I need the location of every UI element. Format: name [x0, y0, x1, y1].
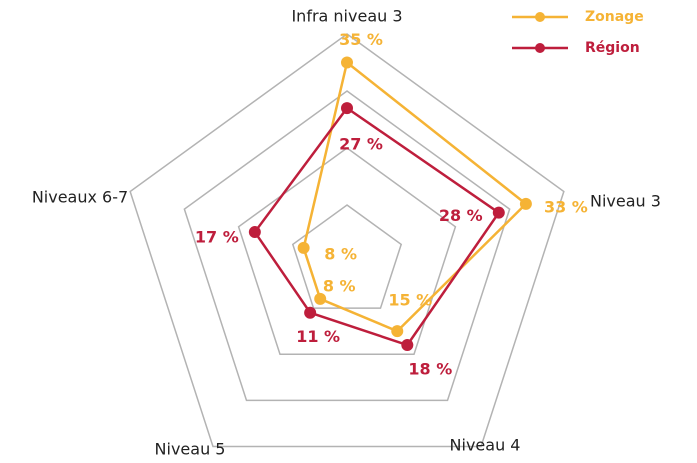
legend-marker	[535, 43, 545, 53]
value-label: 28 %	[439, 206, 483, 225]
grid-ring	[183, 90, 511, 402]
value-label: 17 %	[195, 228, 239, 247]
series-line	[253, 106, 501, 347]
value-label: 33 %	[544, 197, 588, 216]
grid-ring	[129, 33, 565, 448]
data-point	[304, 306, 317, 319]
legend-label: Zonage	[585, 9, 644, 25]
data-point	[248, 226, 261, 239]
category-label: Niveaux 6-7	[32, 188, 128, 207]
data-point	[314, 292, 327, 305]
value-label: 11 %	[296, 327, 340, 346]
value-label: 8 %	[324, 244, 357, 263]
data-point	[492, 206, 505, 219]
category-label: Niveau 3	[590, 192, 661, 211]
series-line	[302, 60, 528, 333]
legend-marker	[535, 12, 545, 22]
grid-ring	[237, 147, 457, 355]
data-point	[391, 325, 404, 338]
value-label: 15 %	[388, 291, 432, 310]
value-label: 18 %	[408, 360, 452, 379]
category-label: Niveau 4	[450, 436, 521, 455]
data-point	[341, 102, 353, 115]
category-label: Niveau 5	[155, 440, 226, 459]
data-point	[341, 56, 353, 69]
data-point	[519, 197, 532, 210]
value-label: 27 %	[339, 135, 383, 154]
data-point	[297, 241, 310, 254]
category-label: Infra niveau 3	[291, 7, 402, 26]
value-label: 35 %	[339, 30, 383, 49]
data-point	[401, 339, 414, 352]
grid-ring	[291, 204, 403, 309]
legend-label: Région	[585, 40, 640, 56]
value-label: 8 %	[323, 276, 356, 295]
